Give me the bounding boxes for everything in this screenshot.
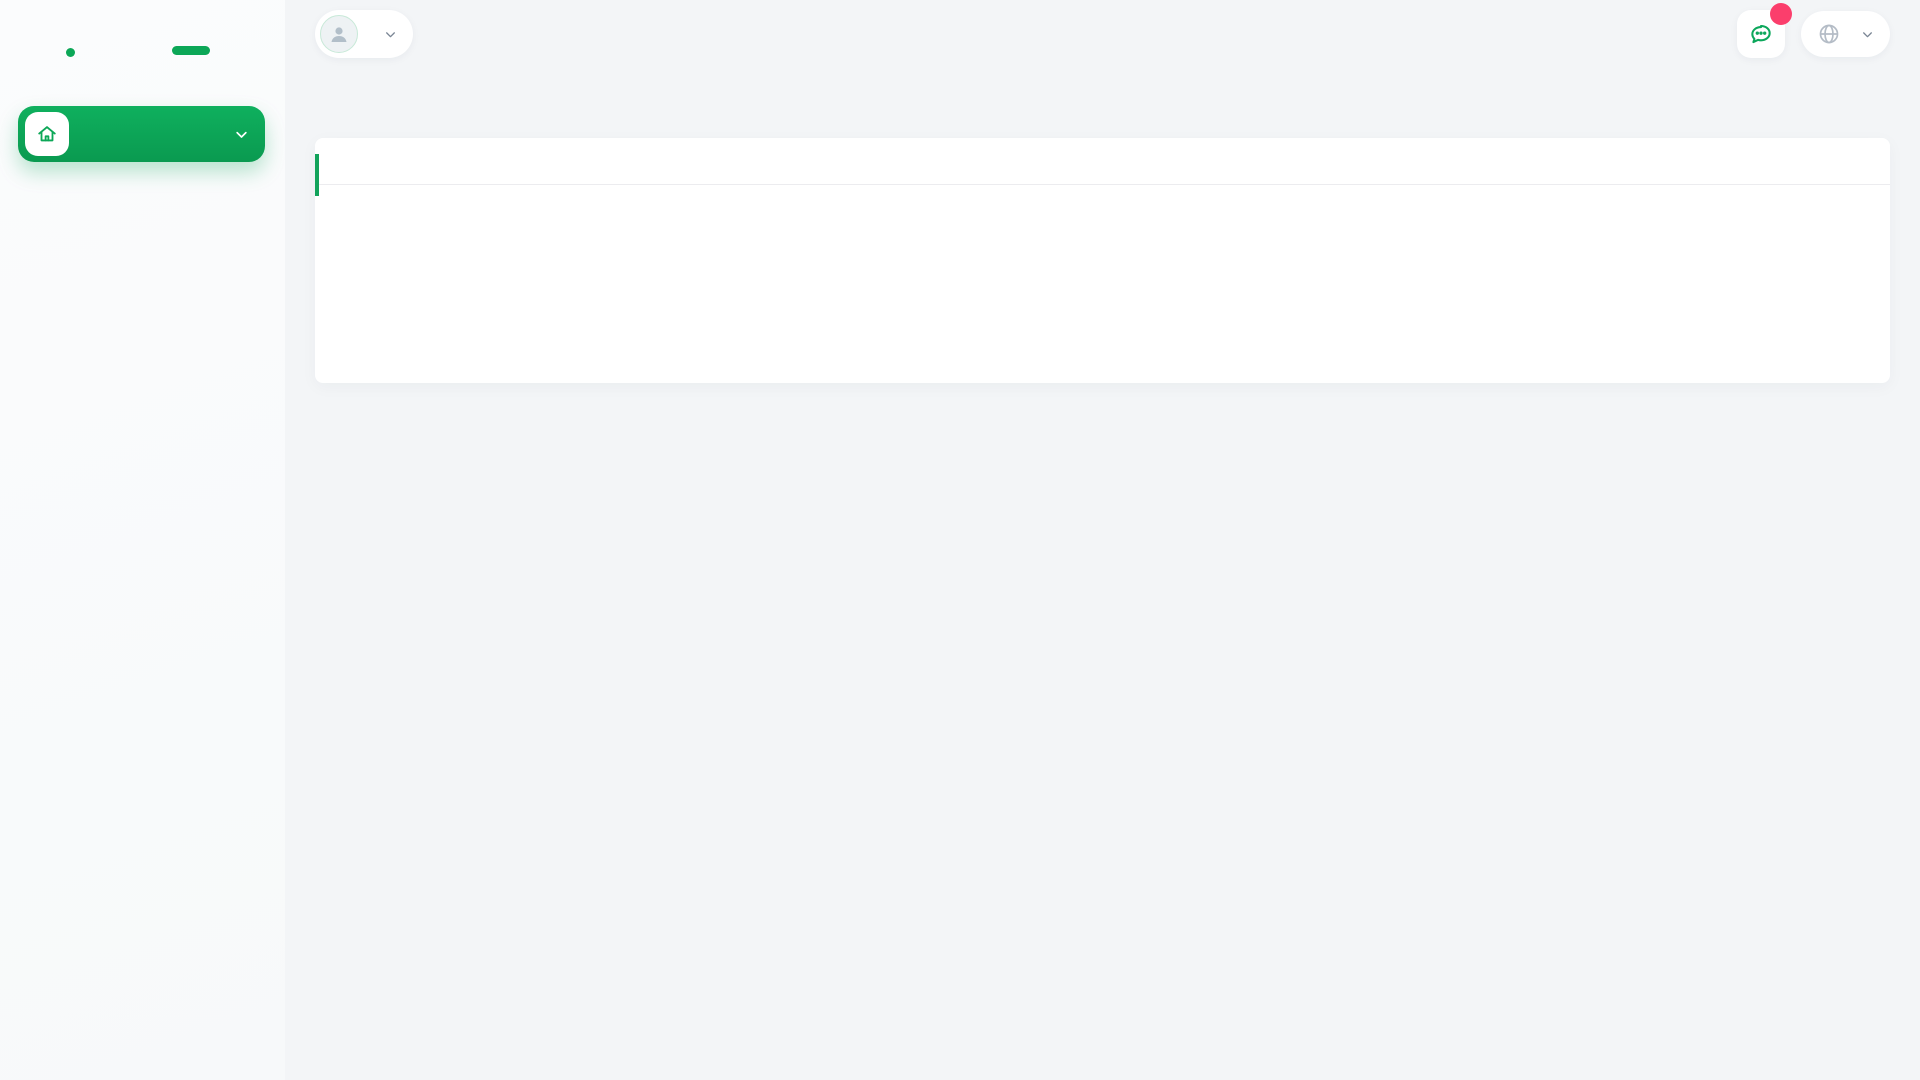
topbar-actions — [1737, 3, 1890, 58]
sidebar — [0, 0, 285, 1080]
company-selector[interactable] — [315, 10, 413, 58]
messages-button[interactable] — [1737, 3, 1792, 58]
chevron-down-icon — [1861, 28, 1874, 41]
sidebar-menu — [0, 92, 285, 162]
chevron-down-icon — [384, 28, 397, 41]
sidebar-item-dashboard[interactable] — [18, 106, 265, 162]
language-selector[interactable] — [1801, 11, 1890, 57]
main-area — [285, 0, 1920, 383]
logo-dot — [66, 48, 75, 57]
chart-header — [315, 138, 1890, 185]
app-logo[interactable] — [0, 0, 285, 92]
chart-body — [315, 185, 1890, 383]
messages-count-badge — [1770, 3, 1792, 25]
logo-bar — [172, 46, 210, 55]
purchase-sale-report-card — [315, 138, 1890, 383]
chat-bubble-icon — [1751, 24, 1771, 44]
home-icon — [25, 112, 69, 156]
purchase-sale-chart — [327, 215, 1864, 365]
topbar — [315, 0, 1890, 72]
company-avatar — [320, 15, 358, 53]
chevron-down-icon — [234, 127, 249, 142]
card-accent-bar — [315, 154, 319, 196]
globe-icon — [1817, 22, 1841, 46]
